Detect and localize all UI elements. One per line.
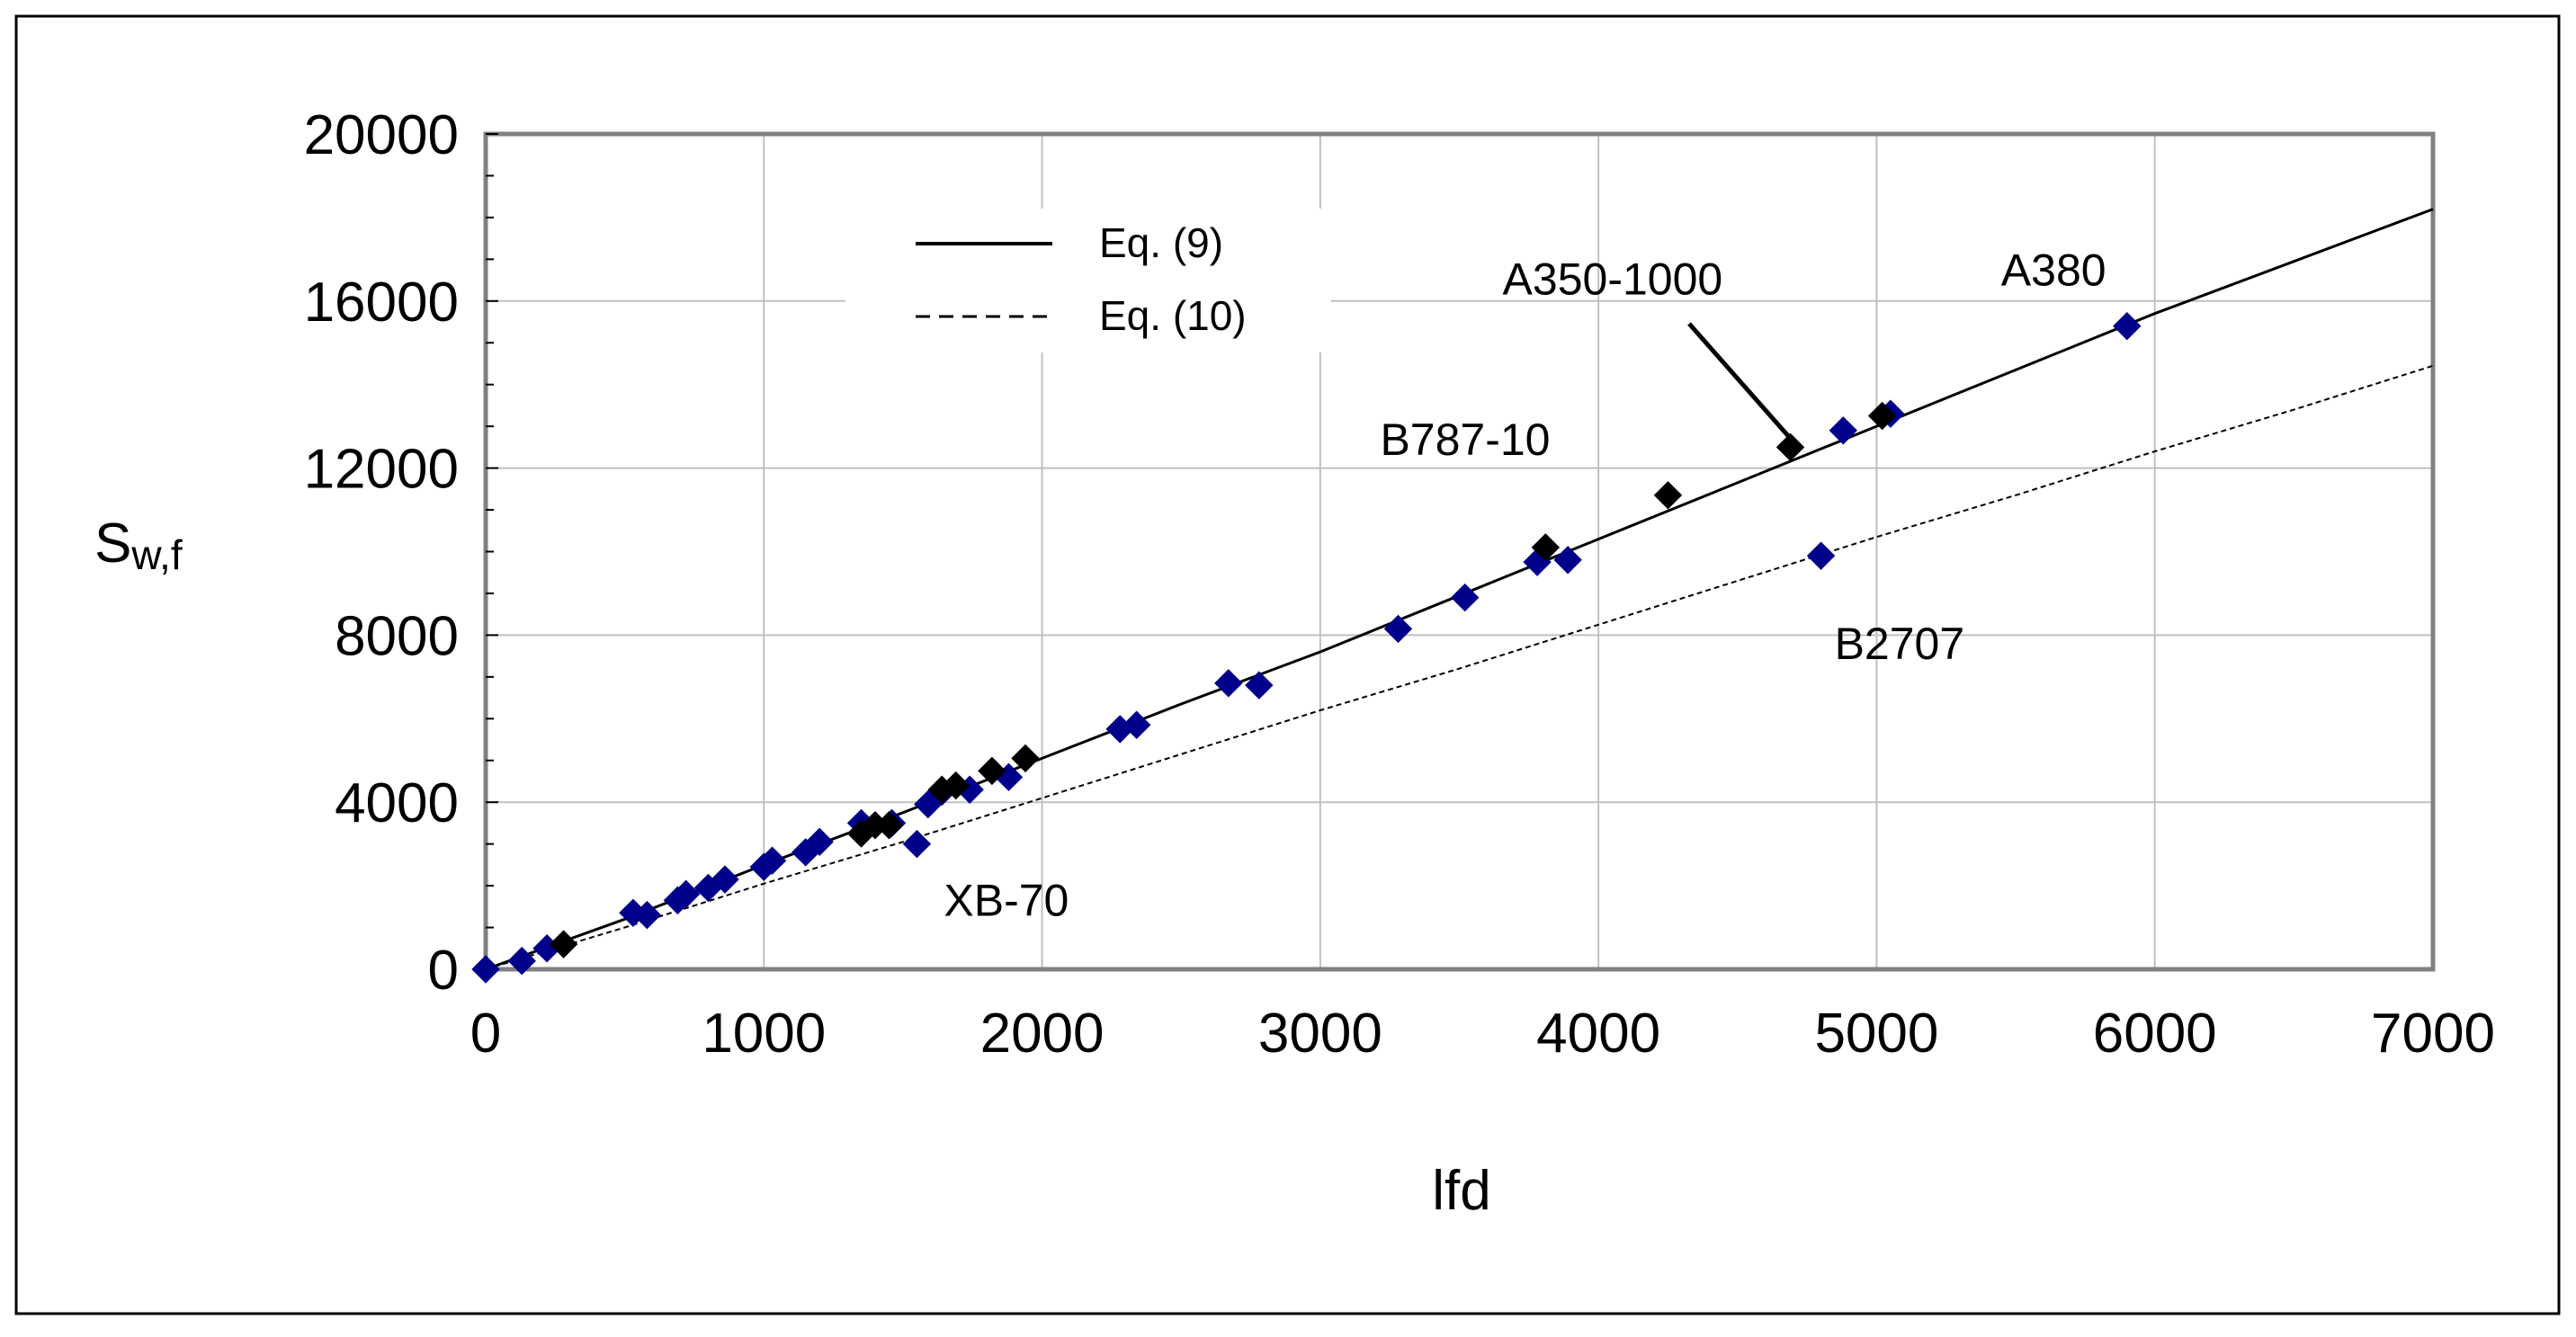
x-tick-label: 4000 [1536, 1003, 1660, 1065]
data-point-blue [632, 900, 662, 930]
y-tick-label: 4000 [335, 772, 459, 834]
legend: Eq. (9) Eq. (10) [845, 209, 1331, 352]
x-tick-label: 3000 [1258, 1003, 1382, 1065]
legend-label-eq9: Eq. (9) [1099, 219, 1223, 266]
data-point-black [941, 771, 970, 800]
x-tick-label: 6000 [2093, 1003, 2217, 1065]
annotation-xb-70: XB-70 [944, 876, 1069, 926]
data-point-black [1653, 481, 1683, 510]
data-point-blue [711, 865, 739, 894]
data-point-blue [902, 829, 932, 859]
axis-ticks: 0 1000 2000 3000 4000 5000 6000 7000 0 4000 8000 12… [304, 104, 2495, 1065]
annotation-a380: A380 [2001, 245, 2106, 296]
data-point-black [874, 811, 904, 840]
annotations: A380 A350-1000 B787-10 B2707 XB-70 [944, 245, 2106, 926]
data-point-blue [1245, 671, 1274, 700]
y-tick-label: 16000 [304, 272, 459, 334]
y-tick-label: 20000 [304, 104, 459, 166]
x-tick-label: 5000 [1814, 1003, 1938, 1065]
a350-pointer-line [1687, 322, 1792, 440]
data-point-blue [671, 879, 701, 909]
x-tick-label: 7000 [2371, 1003, 2495, 1065]
data-point-black [1775, 432, 1805, 462]
eq10-line [485, 364, 2434, 970]
data-point-blue [1553, 546, 1582, 575]
annotation-b787-10: B787-10 [1380, 414, 1550, 465]
data-point-blue [1123, 710, 1151, 739]
y-tick-label: 0 [428, 940, 459, 1002]
data-point-black [1867, 401, 1897, 431]
annotation-a350-1000: A350-1000 [1503, 254, 1723, 304]
y-axis-title: Sw,f [94, 513, 183, 578]
data-point-blue [507, 947, 536, 976]
data-point-blue [2113, 311, 2142, 341]
data-point-black [1531, 533, 1561, 562]
x-tick-label: 0 [470, 1003, 501, 1065]
data-point-blue [805, 827, 834, 857]
x-tick-label: 2000 [980, 1003, 1105, 1065]
data-point-blue [757, 846, 787, 875]
data-point-blue [1806, 541, 1836, 570]
x-tick-label: 1000 [702, 1003, 826, 1065]
data-point-blue [1450, 583, 1480, 612]
legend-background [845, 209, 1331, 352]
y-tick-label: 8000 [335, 605, 459, 667]
y-axis-title-sub: w,f [130, 531, 182, 578]
data-point-black [1011, 744, 1040, 773]
y-axis-title-main: S [94, 513, 131, 575]
axis-labels: lfd Sw,f [94, 513, 1491, 1222]
data-point-blue [471, 955, 500, 984]
data-point-blue [1829, 416, 1858, 445]
data-markers [471, 311, 2142, 984]
annotation-b2707: B2707 [1835, 619, 1965, 669]
legend-label-eq10: Eq. (10) [1099, 292, 1247, 339]
data-point-black [549, 930, 578, 958]
x-axis-title: lfd [1432, 1160, 1490, 1222]
data-point-blue [1383, 614, 1413, 644]
data-point-black [978, 756, 1006, 786]
y-tick-label: 12000 [304, 439, 459, 501]
data-point-blue [1214, 669, 1243, 698]
